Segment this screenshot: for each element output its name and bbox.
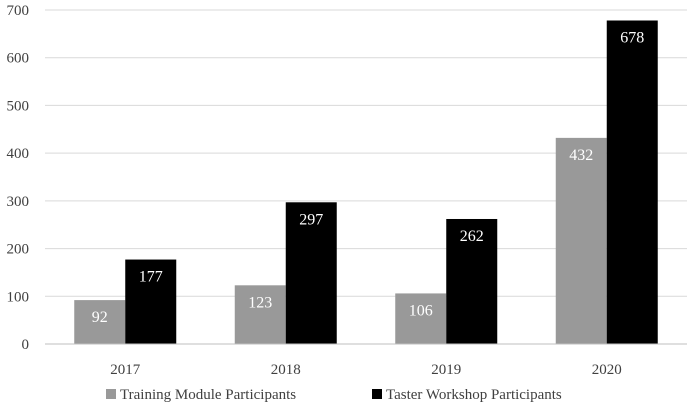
legend-swatch-training xyxy=(106,389,116,399)
y-tick-label: 100 xyxy=(7,289,30,305)
bar-value-label: 432 xyxy=(569,147,593,164)
y-tick-label: 500 xyxy=(7,98,30,114)
bar-training-2020 xyxy=(555,137,607,344)
x-tick-label: 2018 xyxy=(271,362,301,378)
bar-value-label: 262 xyxy=(460,228,484,245)
x-tick-label: 2020 xyxy=(592,362,622,378)
legend: Training Module Participants Taster Works… xyxy=(106,387,562,403)
bars: 92 177 123 297 106 262 432 678 xyxy=(74,20,658,345)
y-tick-label: 200 xyxy=(7,242,30,258)
bar-value-label: 297 xyxy=(299,211,323,228)
y-tick-label: 700 xyxy=(7,3,30,19)
x-axis: 2017 2018 2019 2020 xyxy=(45,343,687,378)
bar-value-label: 177 xyxy=(139,269,163,286)
y-tick-label: 300 xyxy=(7,194,30,210)
bar-taster-2020 xyxy=(606,20,658,345)
x-tick-label: 2017 xyxy=(110,362,141,378)
bar-taster-2018 xyxy=(285,202,337,344)
legend-label: Training Module Participants xyxy=(120,387,296,403)
y-axis: 0 100 200 300 400 500 600 700 xyxy=(7,3,30,353)
legend-swatch-taster xyxy=(372,389,382,399)
y-tick-label: 400 xyxy=(7,146,30,162)
bar-value-label: 678 xyxy=(620,29,644,46)
y-tick-label: 0 xyxy=(22,337,30,353)
bar-taster-2019 xyxy=(446,218,498,344)
bar-taster-2017 xyxy=(125,259,177,344)
gridlines xyxy=(45,9,687,297)
bar-training-2018 xyxy=(234,285,286,344)
legend-label: Taster Workshop Participants xyxy=(386,387,562,403)
bar-value-label: 106 xyxy=(409,302,433,319)
bar-training-2017 xyxy=(74,300,126,344)
bar-training-2019 xyxy=(395,293,447,344)
bar-value-label: 92 xyxy=(92,309,108,326)
x-tick-label: 2019 xyxy=(431,362,461,378)
y-tick-label: 600 xyxy=(7,51,30,67)
bar-value-label: 123 xyxy=(248,294,272,311)
